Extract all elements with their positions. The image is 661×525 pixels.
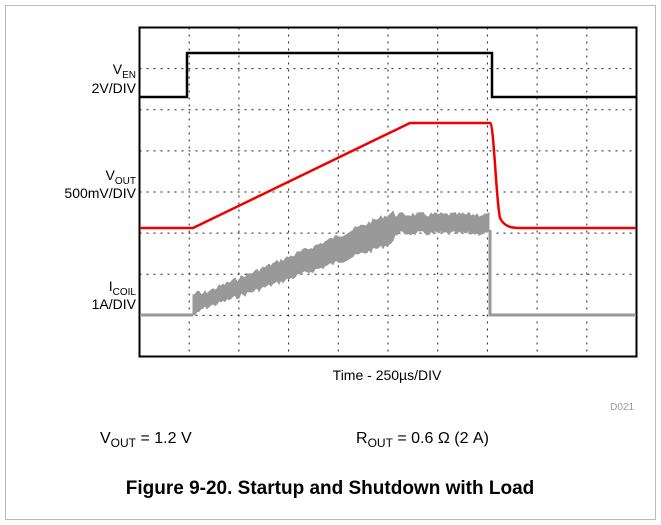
symbol: V <box>113 61 123 77</box>
trace-label: ICOIL <box>109 278 137 298</box>
symbol: R <box>356 430 368 447</box>
symbol: V <box>106 167 116 183</box>
plot-frame <box>138 26 638 358</box>
subscript: EN <box>122 70 136 81</box>
grid <box>139 27 637 357</box>
subscript: OUT <box>111 436 137 450</box>
trace-scale: 500mV/DIV <box>64 185 136 201</box>
figure-code: D021 <box>610 402 634 413</box>
trace-label: VEN <box>113 61 136 81</box>
trace-scale: 2V/DIV <box>92 80 137 96</box>
condition: ROUT = 0.6 Ω (2 A) <box>356 430 489 450</box>
vout-trace <box>140 121 636 230</box>
icoil-trace <box>192 210 490 316</box>
subscript: OUT <box>368 436 394 450</box>
condition-value: = 0.6 Ω (2 A) <box>393 430 489 447</box>
ven-trace <box>140 51 636 99</box>
figure-border <box>5 5 656 520</box>
trace-scale: 1A/DIV <box>92 296 137 312</box>
symbol: I <box>109 278 113 294</box>
trace-label: VOUT <box>106 167 136 187</box>
icoil-trace <box>488 230 636 317</box>
subscript: COIL <box>113 287 137 298</box>
symbol: V <box>100 430 111 447</box>
time-label: Time - 250µs/DIV <box>333 367 442 383</box>
caption: Figure 9-20. Startup and Shutdown with L… <box>126 478 535 499</box>
condition-value: = 1.2 V <box>136 430 192 447</box>
condition: VOUT = 1.2 V <box>100 430 192 450</box>
subscript: OUT <box>115 176 136 187</box>
